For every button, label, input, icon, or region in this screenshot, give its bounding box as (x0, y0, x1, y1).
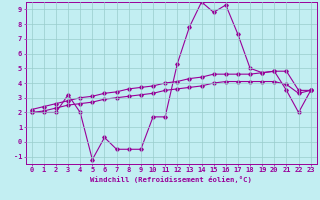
X-axis label: Windchill (Refroidissement éolien,°C): Windchill (Refroidissement éolien,°C) (90, 176, 252, 183)
